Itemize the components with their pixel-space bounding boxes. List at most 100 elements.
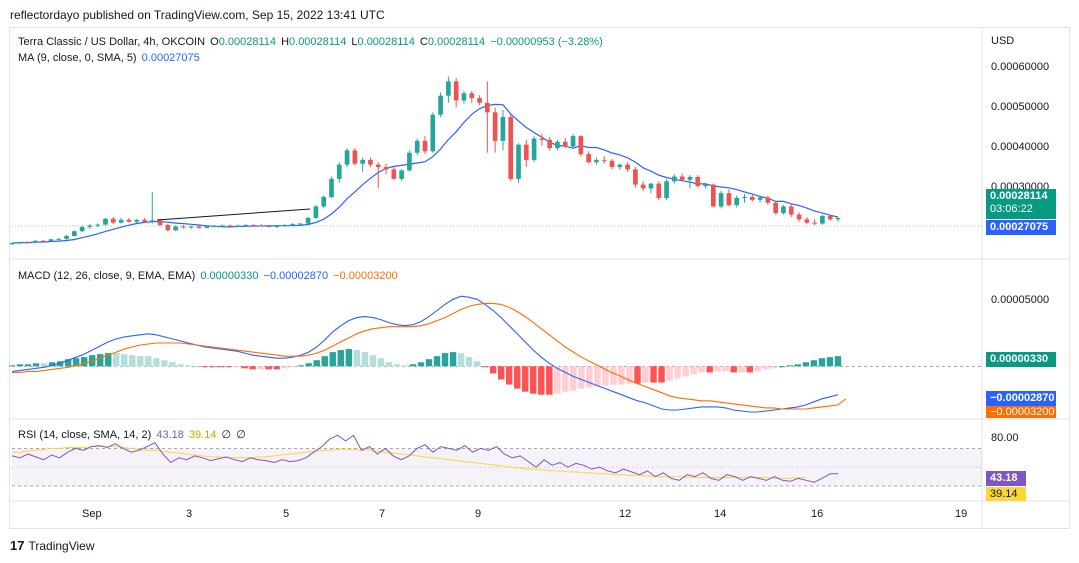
candle-body: [749, 196, 755, 200]
macd-hist-bar: [241, 366, 248, 369]
ma-legend: MA (9, close, 0, SMA, 5) 0.00027075: [18, 52, 202, 64]
candle-body: [672, 176, 677, 182]
candle-body: [523, 144, 529, 160]
candle-body: [17, 242, 23, 244]
candle-body: [703, 184, 708, 187]
tradingview-logo[interactable]: 17 TradingView: [10, 538, 95, 553]
open-value: 0.00028114: [218, 36, 276, 48]
candle-body: [212, 225, 217, 227]
macd-hist-bar: [433, 356, 441, 367]
macd-hist-bar: [64, 359, 72, 367]
price-tick: 0.00040000: [991, 141, 1050, 153]
macd-hist-bar: [281, 366, 288, 369]
rsi-ma-line: [12, 446, 807, 479]
low-value: 0.00028114: [357, 36, 415, 48]
macd-hist-bar: [570, 366, 577, 391]
candle-body: [539, 138, 545, 140]
macd-hist-bar: [746, 366, 753, 373]
macd-hist-bar: [273, 366, 280, 370]
time-label: 5: [283, 508, 290, 520]
candle-body: [656, 183, 662, 198]
candle-body: [79, 226, 85, 232]
candle-body: [679, 176, 685, 180]
macd-hist-bar: [217, 366, 224, 368]
macd-hist-bar: [289, 366, 296, 368]
candle-body: [827, 216, 833, 220]
candle-body: [461, 93, 467, 101]
macd-legend: MACD (12, 26, close, 9, EMA, EMA) 0.0000…: [18, 270, 400, 282]
macd-hist-bar: [818, 358, 826, 367]
macd-hist-bar: [369, 355, 377, 367]
macd-hist-bar: [714, 366, 721, 372]
time-label: 14: [714, 508, 727, 520]
candle-body: [243, 225, 249, 227]
macd-hist-bar: [185, 365, 192, 367]
candle-body: [48, 239, 54, 242]
macd-hist-bar: [113, 353, 120, 367]
ma-line: [11, 103, 839, 244]
macd-hist-bar: [826, 357, 834, 367]
macd-hist-bar: [538, 366, 545, 395]
time-label: 3: [186, 508, 193, 520]
hist-tag-value: 0.00000330: [990, 353, 1049, 365]
candle-body: [469, 93, 475, 99]
candle-body: [352, 150, 358, 164]
rsi-extra-2: ∅: [236, 429, 246, 441]
macd-hist-bar: [441, 353, 449, 367]
tv-logo-icon: 17: [10, 538, 25, 553]
macd-hist-bar: [834, 356, 842, 367]
macd-hist-bar: [810, 360, 818, 367]
macd-hist-bar: [674, 366, 681, 379]
candle-body: [227, 225, 233, 227]
candle-body: [422, 140, 428, 152]
candle-body: [360, 159, 365, 164]
candle-body: [500, 117, 506, 141]
main-legend: Terra Classic / US Dollar, 4h, OKCOIN O0…: [18, 36, 605, 48]
candle-body: [734, 197, 740, 206]
macd-hist-bar: [353, 350, 361, 367]
candle-body: [617, 164, 623, 168]
macd-hist-bar: [481, 366, 489, 368]
candle-body: [188, 226, 194, 228]
macd-hist-bar: [16, 364, 24, 367]
open-label: O: [210, 36, 219, 48]
candle-body: [329, 178, 334, 197]
currency-label: USD: [991, 35, 1015, 47]
macd-hist-bar: [578, 366, 585, 389]
ma-value: 0.00027075: [141, 52, 200, 64]
candle-body: [118, 219, 124, 223]
macd-hist-bar: [425, 359, 433, 367]
candle-body: [648, 183, 654, 189]
candle-body: [804, 219, 810, 223]
last-price-value: 0.00028114: [990, 190, 1048, 202]
candle-body: [72, 231, 77, 236]
macd-hist-bar: [465, 357, 473, 367]
candle-body: [368, 159, 373, 165]
macd-hist-bar: [48, 362, 56, 367]
macd-hist-bar: [642, 366, 649, 383]
candle-body: [594, 159, 599, 163]
candle-body: [788, 206, 794, 215]
macd-hist-bar: [794, 364, 802, 367]
low-label: L: [351, 36, 358, 48]
macd-hist-bar: [80, 357, 88, 367]
candle-body: [586, 154, 591, 163]
macd-hist-bar: [169, 362, 176, 367]
candle-body: [562, 141, 568, 147]
candle-body: [134, 219, 140, 222]
macd-tick: 0.00005000: [991, 294, 1050, 306]
macd-hist-bar: [417, 362, 425, 367]
candle-body: [508, 117, 514, 179]
chart-frame[interactable]: [9, 27, 1070, 529]
rsi-extra-1: ∅: [221, 429, 232, 441]
candle-body: [640, 184, 646, 189]
high-value: 0.00028114: [289, 36, 347, 48]
rsi-ma-tag-value: 39.14: [990, 488, 1018, 500]
last-price-tag: 0.00028114 03:06:22: [986, 189, 1056, 219]
price-tick: 0.00050000: [991, 101, 1050, 113]
candle-body: [773, 202, 778, 214]
candle-body: [718, 193, 724, 207]
candle-body: [609, 160, 615, 168]
candle-body: [687, 177, 693, 180]
